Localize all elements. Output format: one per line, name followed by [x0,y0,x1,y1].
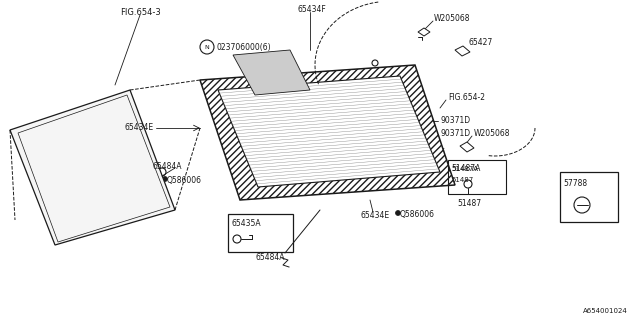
Polygon shape [10,90,175,245]
Text: N: N [205,44,209,50]
Text: Q586006: Q586006 [400,211,435,220]
Text: 51487A: 51487A [451,166,478,172]
Text: 65484A: 65484A [255,253,285,262]
Text: 65435A: 65435A [231,219,260,228]
Text: A654001024: A654001024 [583,308,628,314]
Bar [228,214,293,252]
Polygon shape [455,46,470,56]
Text: 65434E: 65434E [360,211,389,220]
Text: 65434F: 65434F [297,4,326,13]
Text: 65434E: 65434E [125,123,154,132]
Text: W205068: W205068 [434,13,470,22]
Polygon shape [418,28,430,36]
Circle shape [388,108,392,112]
Text: 57788: 57788 [563,179,587,188]
Polygon shape [218,76,440,187]
Text: 65427: 65427 [468,37,492,46]
Text: 90371D: 90371D [440,129,470,138]
Circle shape [258,183,262,187]
Text: 65484A: 65484A [152,162,182,171]
Text: 90371D: 90371D [440,116,470,124]
Text: Q586006: Q586006 [167,175,202,185]
Text: FIG.654-3: FIG.654-3 [120,7,161,17]
Text: 51487A: 51487A [451,164,481,172]
Text: 65434F: 65434F [416,148,445,156]
Polygon shape [460,142,474,152]
Circle shape [396,211,401,215]
Text: 81988A: 81988A [327,93,356,102]
Bar [448,160,506,194]
Polygon shape [200,65,455,200]
Polygon shape [18,95,170,242]
Text: Q586006: Q586006 [392,102,427,111]
Text: 51487: 51487 [457,198,481,207]
Text: FIG.654-2: FIG.654-2 [448,92,485,101]
Circle shape [233,86,237,90]
Text: 023706000(6): 023706000(6) [216,43,271,52]
Text: W205068: W205068 [474,129,511,138]
Circle shape [163,177,168,181]
Text: 51487: 51487 [451,177,473,183]
Bar [560,172,618,222]
Polygon shape [233,50,310,95]
